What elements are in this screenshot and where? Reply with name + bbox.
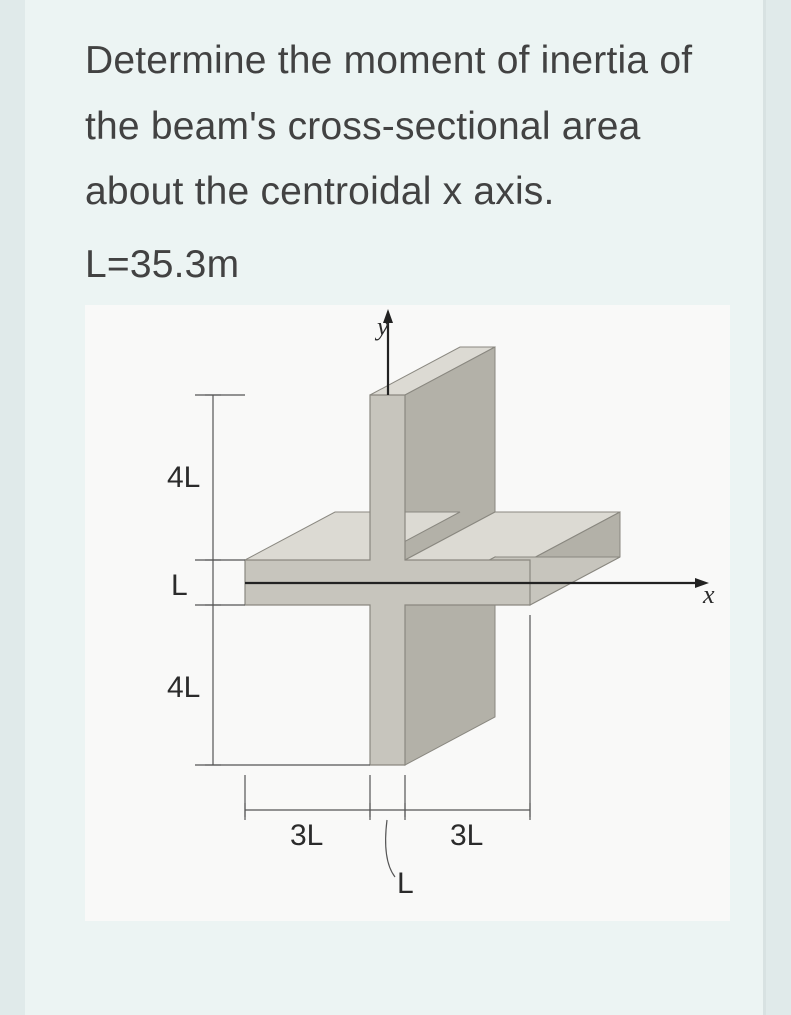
problem-statement: Determine the moment of inertia of the b… (85, 28, 713, 225)
x-axis-label: x (702, 580, 715, 609)
given-block: L=35.3m (25, 225, 763, 305)
problem-statement-block: Determine the moment of inertia of the b… (25, 0, 763, 225)
dim-top-height: 4L (167, 461, 200, 494)
problem-card: Determine the moment of inertia of the b… (25, 0, 766, 1015)
dim-left-width: 3L (290, 819, 323, 852)
dim-right-width: 3L (450, 819, 483, 852)
beam-solid (245, 347, 620, 765)
dim-center-width: L (397, 867, 414, 900)
dim-mid-height: L (171, 569, 188, 602)
y-axis-label: y (374, 312, 389, 341)
beam-cross-section-diagram: y x 4L L (85, 305, 730, 921)
given-value: L=35.3m (85, 243, 713, 287)
dim-bottom-height: 4L (167, 671, 200, 704)
figure: y x 4L L (85, 305, 730, 921)
